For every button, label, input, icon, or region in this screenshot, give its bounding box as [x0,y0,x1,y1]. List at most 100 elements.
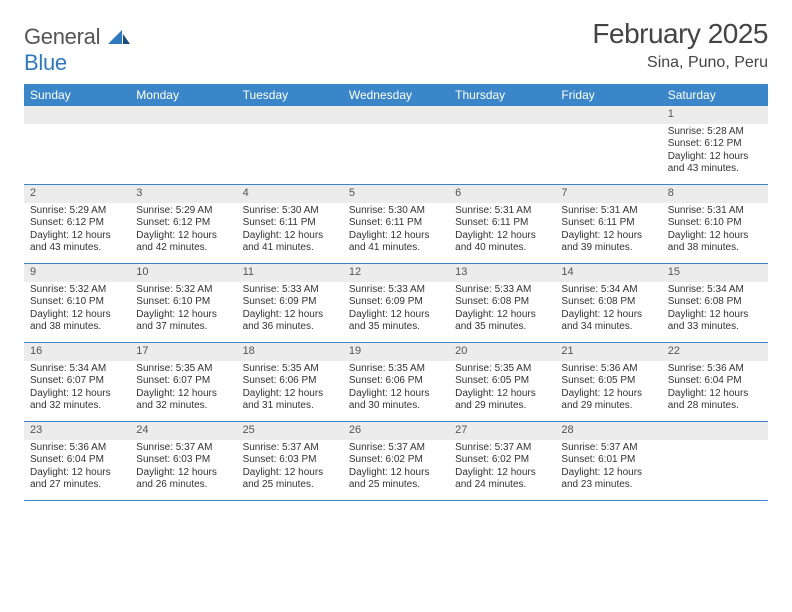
day-cell [662,422,768,500]
daylight-text: Daylight: 12 hours [455,309,549,322]
day-cell: 8Sunrise: 5:31 AMSunset: 6:10 PMDaylight… [662,185,768,263]
daylight-text: and 24 minutes. [455,479,549,492]
day-cell: 5Sunrise: 5:30 AMSunset: 6:11 PMDaylight… [343,185,449,263]
day-content: Sunrise: 5:34 AMSunset: 6:07 PMDaylight:… [24,363,130,413]
sunset-text: Sunset: 6:07 PM [136,375,230,388]
week-row: 1Sunrise: 5:28 AMSunset: 6:12 PMDaylight… [24,106,768,185]
daylight-text: and 41 minutes. [243,242,337,255]
daylight-text: Daylight: 12 hours [136,388,230,401]
daylight-text: and 39 minutes. [561,242,655,255]
day-cell: 6Sunrise: 5:31 AMSunset: 6:11 PMDaylight… [449,185,555,263]
sunset-text: Sunset: 6:04 PM [30,454,124,467]
daylight-text: and 23 minutes. [561,479,655,492]
daylight-text: and 35 minutes. [455,321,549,334]
sunset-text: Sunset: 6:03 PM [136,454,230,467]
day-cell: 24Sunrise: 5:37 AMSunset: 6:03 PMDayligh… [130,422,236,500]
day-content: Sunrise: 5:35 AMSunset: 6:05 PMDaylight:… [449,363,555,413]
day-number [130,106,236,124]
day-content: Sunrise: 5:36 AMSunset: 6:04 PMDaylight:… [662,363,768,413]
day-content: Sunrise: 5:29 AMSunset: 6:12 PMDaylight:… [130,205,236,255]
weekday-header: Wednesday [343,84,449,106]
sunset-text: Sunset: 6:02 PM [349,454,443,467]
day-number [662,422,768,440]
day-number: 24 [130,422,236,440]
sunrise-text: Sunrise: 5:31 AM [668,205,762,218]
sunrise-text: Sunrise: 5:37 AM [136,442,230,455]
daylight-text: and 26 minutes. [136,479,230,492]
daylight-text: and 28 minutes. [668,400,762,413]
daylight-text: and 29 minutes. [561,400,655,413]
day-content: Sunrise: 5:34 AMSunset: 6:08 PMDaylight:… [662,284,768,334]
sunset-text: Sunset: 6:05 PM [561,375,655,388]
sunset-text: Sunset: 6:12 PM [30,217,124,230]
title-block: February 2025 Sina, Puno, Peru [592,18,768,72]
day-cell: 17Sunrise: 5:35 AMSunset: 6:07 PMDayligh… [130,343,236,421]
day-number: 18 [237,343,343,361]
week-row: 16Sunrise: 5:34 AMSunset: 6:07 PMDayligh… [24,343,768,422]
day-content: Sunrise: 5:31 AMSunset: 6:11 PMDaylight:… [449,205,555,255]
day-number: 12 [343,264,449,282]
sunrise-text: Sunrise: 5:31 AM [561,205,655,218]
day-number: 28 [555,422,661,440]
sunrise-text: Sunrise: 5:30 AM [243,205,337,218]
sunrise-text: Sunrise: 5:36 AM [668,363,762,376]
daylight-text: Daylight: 12 hours [668,388,762,401]
day-number: 1 [662,106,768,124]
day-content: Sunrise: 5:34 AMSunset: 6:08 PMDaylight:… [555,284,661,334]
daylight-text: and 36 minutes. [243,321,337,334]
sunset-text: Sunset: 6:01 PM [561,454,655,467]
daylight-text: Daylight: 12 hours [243,388,337,401]
day-content: Sunrise: 5:37 AMSunset: 6:03 PMDaylight:… [237,442,343,492]
daylight-text: and 42 minutes. [136,242,230,255]
day-number: 22 [662,343,768,361]
month-title: February 2025 [592,18,768,50]
day-cell: 21Sunrise: 5:36 AMSunset: 6:05 PMDayligh… [555,343,661,421]
sunrise-text: Sunrise: 5:34 AM [561,284,655,297]
day-cell: 1Sunrise: 5:28 AMSunset: 6:12 PMDaylight… [662,106,768,184]
day-number: 4 [237,185,343,203]
daylight-text: Daylight: 12 hours [455,467,549,480]
day-cell: 9Sunrise: 5:32 AMSunset: 6:10 PMDaylight… [24,264,130,342]
day-content: Sunrise: 5:32 AMSunset: 6:10 PMDaylight:… [130,284,236,334]
sunset-text: Sunset: 6:06 PM [243,375,337,388]
day-cell: 7Sunrise: 5:31 AMSunset: 6:11 PMDaylight… [555,185,661,263]
daylight-text: Daylight: 12 hours [243,230,337,243]
week-row: 23Sunrise: 5:36 AMSunset: 6:04 PMDayligh… [24,422,768,501]
daylight-text: and 27 minutes. [30,479,124,492]
daylight-text: and 34 minutes. [561,321,655,334]
week-row: 2Sunrise: 5:29 AMSunset: 6:12 PMDaylight… [24,185,768,264]
sunset-text: Sunset: 6:10 PM [668,217,762,230]
day-cell: 3Sunrise: 5:29 AMSunset: 6:12 PMDaylight… [130,185,236,263]
day-content: Sunrise: 5:37 AMSunset: 6:01 PMDaylight:… [555,442,661,492]
sunset-text: Sunset: 6:09 PM [243,296,337,309]
day-content: Sunrise: 5:33 AMSunset: 6:09 PMDaylight:… [237,284,343,334]
weekday-header: Monday [130,84,236,106]
sunrise-text: Sunrise: 5:31 AM [455,205,549,218]
day-content: Sunrise: 5:37 AMSunset: 6:02 PMDaylight:… [449,442,555,492]
location-text: Sina, Puno, Peru [592,54,768,72]
day-number: 25 [237,422,343,440]
day-content: Sunrise: 5:29 AMSunset: 6:12 PMDaylight:… [24,205,130,255]
sunrise-text: Sunrise: 5:37 AM [349,442,443,455]
day-number: 11 [237,264,343,282]
sunrise-text: Sunrise: 5:28 AM [668,126,762,139]
sunset-text: Sunset: 6:04 PM [668,375,762,388]
sunset-text: Sunset: 6:12 PM [136,217,230,230]
day-content: Sunrise: 5:36 AMSunset: 6:04 PMDaylight:… [24,442,130,492]
daylight-text: and 25 minutes. [349,479,443,492]
sunrise-text: Sunrise: 5:37 AM [243,442,337,455]
day-cell [555,106,661,184]
day-number [237,106,343,124]
day-number: 5 [343,185,449,203]
brand-logo: General Blue [24,24,130,76]
day-number: 13 [449,264,555,282]
day-number: 2 [24,185,130,203]
sunset-text: Sunset: 6:03 PM [243,454,337,467]
daylight-text: Daylight: 12 hours [136,309,230,322]
weekday-header: Sunday [24,84,130,106]
daylight-text: and 32 minutes. [136,400,230,413]
sunrise-text: Sunrise: 5:29 AM [30,205,124,218]
day-content: Sunrise: 5:33 AMSunset: 6:08 PMDaylight:… [449,284,555,334]
sunset-text: Sunset: 6:11 PM [455,217,549,230]
daylight-text: Daylight: 12 hours [561,230,655,243]
